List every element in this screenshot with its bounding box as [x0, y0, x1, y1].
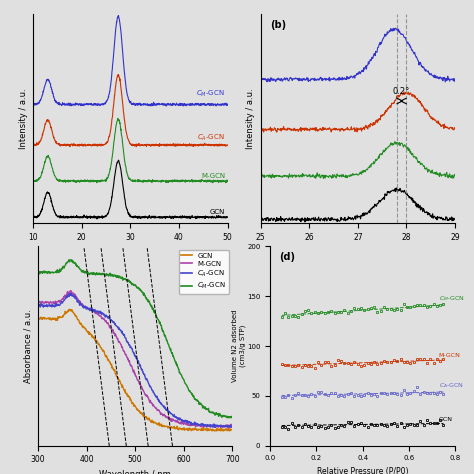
Text: $C_A$-GCN: $C_A$-GCN — [197, 133, 225, 143]
Y-axis label: Intensity / a.u.: Intensity / a.u. — [246, 88, 255, 149]
X-axis label: Wavelength / nm: Wavelength / nm — [99, 470, 171, 474]
X-axis label: Relative Pressure (P/P0): Relative Pressure (P/P0) — [317, 467, 409, 474]
Text: $C_A$-GCN: $C_A$-GCN — [439, 381, 464, 390]
Y-axis label: Intensity / a.u.: Intensity / a.u. — [18, 88, 27, 149]
Text: (d): (d) — [279, 253, 295, 263]
Y-axis label: Absorbance / a.u.: Absorbance / a.u. — [23, 309, 32, 383]
Text: (b): (b) — [270, 20, 287, 30]
Text: 0.2°: 0.2° — [393, 87, 410, 96]
X-axis label: 2 Theta / degree: 2 Theta / degree — [323, 247, 393, 256]
Text: GCN: GCN — [210, 209, 225, 215]
Text: M-GCN: M-GCN — [439, 353, 461, 358]
Y-axis label: Volume N2 adsorbed
(cm3/g STP): Volume N2 adsorbed (cm3/g STP) — [232, 310, 246, 382]
Legend: GCN, M-GCN, $C_A$-GCN, $C_M$-GCN: GCN, M-GCN, $C_A$-GCN, $C_M$-GCN — [179, 250, 229, 294]
Text: $C_M$-GCN: $C_M$-GCN — [196, 89, 225, 99]
Text: GCN: GCN — [439, 417, 453, 421]
Text: $C_M$-GCN: $C_M$-GCN — [439, 294, 465, 303]
X-axis label: 2 Theta / degree: 2 Theta / degree — [95, 247, 165, 256]
Text: M-GCN: M-GCN — [201, 173, 225, 179]
